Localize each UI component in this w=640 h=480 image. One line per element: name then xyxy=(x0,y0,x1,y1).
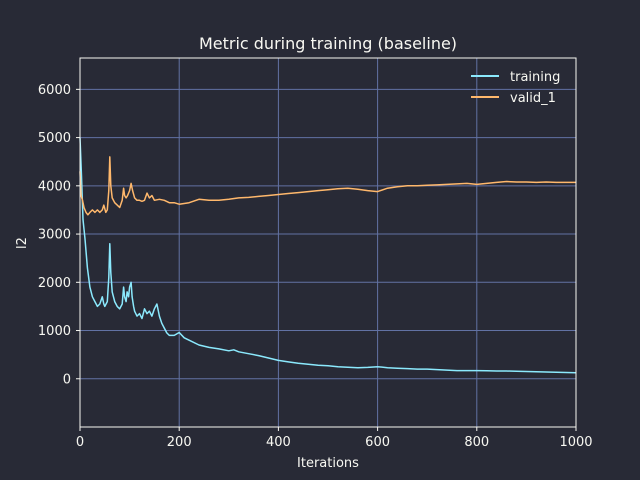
y-tick-label: 5000 xyxy=(38,131,71,146)
legend-label-valid_1: valid_1 xyxy=(510,91,556,106)
x-tick-label: 1000 xyxy=(559,435,592,450)
series-line-valid_1 xyxy=(79,156,576,216)
ticks: 0 200 400 600 800 1000 0 1000 2000 3000 4000 5000 60… xyxy=(38,83,593,450)
legend-label-training: training xyxy=(510,70,560,85)
legend: training valid_1 xyxy=(471,70,560,106)
x-axis-label: Iterations xyxy=(297,456,359,471)
y-axis-label: l2 xyxy=(15,237,30,249)
x-tick-label: 400 xyxy=(266,435,291,450)
plot-area xyxy=(79,57,577,428)
y-tick-label: 0 xyxy=(63,372,71,387)
y-tick-label: 4000 xyxy=(38,179,71,194)
x-tick-label: 800 xyxy=(464,435,489,450)
y-tick-label: 1000 xyxy=(38,324,71,339)
chart-title: Metric during training (baseline) xyxy=(199,34,457,53)
grid xyxy=(79,58,577,427)
series-line-training xyxy=(79,137,577,374)
y-tick-label: 3000 xyxy=(38,228,71,243)
y-tick-label: 2000 xyxy=(38,276,71,291)
x-tick-label: 200 xyxy=(167,435,192,450)
x-tick-label: 0 xyxy=(76,435,84,450)
y-tick-label: 6000 xyxy=(38,83,71,98)
axes-frame xyxy=(79,57,577,428)
x-tick-label: 600 xyxy=(365,435,390,450)
